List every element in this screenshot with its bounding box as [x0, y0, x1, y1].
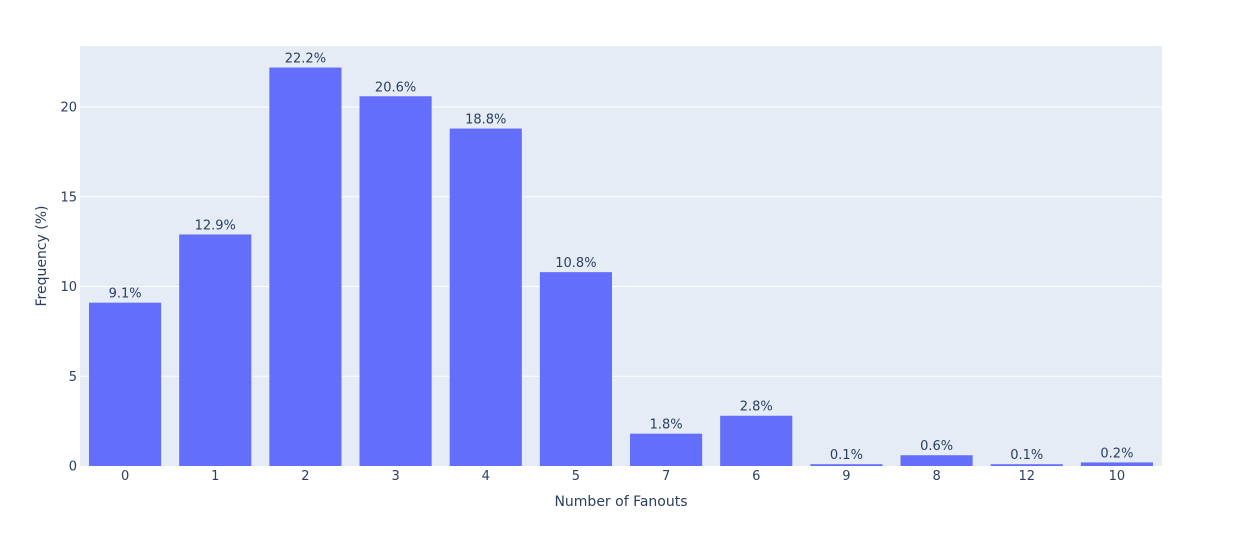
bar-labels: 9.1% 12.9% 22.2% 20.6% 18.8% 10.8% 1.8% 2.8% 0.1…: [109, 52, 1134, 464]
x-tick-label: 1: [211, 469, 219, 484]
gridlines: [80, 106, 1162, 377]
x-tick-label: 2: [301, 469, 309, 484]
bar: [720, 415, 793, 466]
bars: [89, 67, 1153, 467]
bar: [449, 128, 522, 467]
y-tick-label: 20: [60, 101, 77, 116]
x-tick-label: 5: [572, 469, 580, 484]
x-tick-label: 9: [842, 469, 850, 484]
x-axis-title: Number of Fanouts: [554, 494, 687, 510]
x-tick-label: 6: [752, 469, 760, 484]
bar-value-label: 0.2%: [1100, 446, 1133, 461]
x-tick-label: 3: [391, 469, 399, 484]
y-tick-label: 15: [60, 190, 77, 205]
bar-value-label: 0.6%: [920, 439, 953, 454]
plot-background: [80, 46, 1162, 466]
bar: [900, 455, 973, 466]
x-tick-label: 10: [1109, 469, 1126, 484]
bar-value-label: 0.1%: [1010, 448, 1043, 463]
bar-value-label: 12.9%: [195, 218, 236, 233]
y-tick-label: 0: [69, 460, 77, 475]
bar: [1080, 462, 1153, 466]
x-tick-label: 8: [932, 469, 940, 484]
bar: [630, 433, 703, 466]
x-tick-label: 7: [662, 469, 670, 484]
bar: [359, 96, 432, 466]
bar: [179, 234, 252, 466]
bar-value-label: 10.8%: [555, 256, 596, 271]
bar-value-label: 18.8%: [465, 113, 506, 128]
y-axis-title: Frequency (%): [34, 205, 50, 306]
x-tick-label: 4: [482, 469, 490, 484]
bar: [810, 464, 883, 466]
x-axis-ticks: 0 1 2 3 4 5 7 6 9 8 12 10: [121, 469, 1125, 484]
x-tick-label: 0: [121, 469, 129, 484]
y-tick-label: 10: [60, 280, 77, 295]
bar: [269, 67, 342, 467]
bar: [89, 302, 162, 466]
y-tick-label: 5: [69, 370, 77, 385]
bar-value-label: 2.8%: [740, 400, 773, 415]
bar-value-label: 1.8%: [650, 418, 683, 433]
x-tick-label: 12: [1018, 469, 1035, 484]
y-axis-ticks: 0 5 10 15 20: [60, 101, 77, 475]
bar: [990, 464, 1063, 466]
bar-value-label: 9.1%: [109, 287, 142, 302]
bar-value-label: 22.2%: [285, 52, 326, 67]
bar: [539, 272, 612, 466]
bar-value-label: 0.1%: [830, 448, 863, 463]
bar-value-label: 20.6%: [375, 80, 416, 95]
